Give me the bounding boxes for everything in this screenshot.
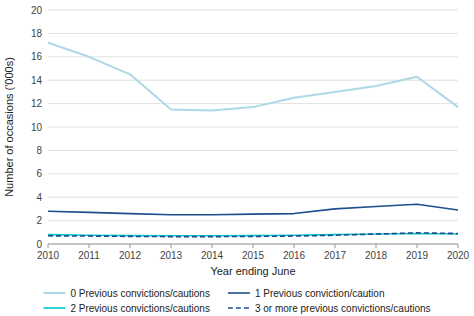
- legend-swatch: [228, 292, 250, 294]
- x-axis-label: Year ending June: [210, 265, 295, 277]
- x-tick: [171, 244, 172, 248]
- legend: 0 Previous convictions/cautions 1 Previou…: [43, 288, 430, 314]
- grid-line: [48, 33, 458, 34]
- x-tick: [212, 244, 213, 248]
- x-tick-label: 2013: [160, 250, 183, 261]
- series-line: [48, 43, 458, 111]
- x-tick: [89, 244, 90, 248]
- x-tick-label: 2011: [78, 250, 100, 261]
- x-tick: [294, 244, 295, 248]
- y-tick-label: 14: [31, 75, 43, 86]
- legend-item: 0 Previous convictions/cautions: [43, 288, 210, 299]
- legend-item: 2 Previous convictions/cautions: [43, 303, 210, 314]
- x-tick: [458, 244, 459, 248]
- grid-line: [48, 220, 458, 221]
- y-tick-label: 12: [31, 98, 43, 109]
- legend-swatch: [228, 307, 250, 309]
- legend-label: 1 Previous conviction/caution: [255, 288, 385, 299]
- x-tick: [130, 244, 131, 248]
- x-tick-label: 2010: [37, 250, 60, 261]
- y-tick-label: 4: [36, 192, 42, 203]
- series-line: [48, 204, 458, 215]
- x-tick-label: 2016: [283, 250, 306, 261]
- y-tick-label: 18: [31, 28, 43, 39]
- grid-line: [48, 56, 458, 57]
- x-tick-label: 2014: [201, 250, 224, 261]
- grid-line: [48, 127, 458, 128]
- series-line: [48, 233, 458, 237]
- y-tick-label: 0: [36, 239, 42, 250]
- x-tick-label: 2012: [119, 250, 142, 261]
- legend-label: 2 Previous convictions/cautions: [70, 303, 210, 314]
- legend-item: 1 Previous conviction/caution: [228, 288, 385, 299]
- x-tick-label: 2020: [447, 250, 470, 261]
- legend-label: 3 or more previous convictions/cautions: [255, 303, 431, 314]
- y-axis-label: Number of occasions ('000s): [3, 57, 15, 197]
- x-tick: [335, 244, 336, 248]
- y-tick-label: 2: [36, 215, 42, 226]
- legend-label: 0 Previous convictions/cautions: [70, 288, 210, 299]
- grid-line: [48, 197, 458, 198]
- grid-line: [48, 103, 458, 104]
- y-tick-label: 6: [36, 168, 42, 179]
- grid-line: [48, 173, 458, 174]
- chart: 0 2 4 6 8 10 12 14 16 18 20 2010 2011 2012 2013 2014 201…: [0, 0, 474, 316]
- x-tick-label: 2015: [242, 250, 265, 261]
- y-tick-label: 16: [31, 51, 43, 62]
- grid-line: [48, 10, 458, 11]
- grid-line: [48, 150, 458, 151]
- x-tick: [417, 244, 418, 248]
- legend-swatch: [43, 292, 65, 294]
- x-tick-label: 2018: [365, 250, 388, 261]
- legend-item: 3 or more previous convictions/cautions: [228, 303, 431, 314]
- y-tick-label: 20: [31, 5, 43, 16]
- x-tick-label: 2019: [406, 250, 429, 261]
- x-tick: [253, 244, 254, 248]
- y-tick-label: 8: [36, 145, 42, 156]
- series-line: [48, 233, 458, 235]
- y-tick-label: 10: [31, 122, 43, 133]
- lines: [48, 43, 458, 237]
- legend-swatch: [43, 307, 65, 309]
- x-tick: [48, 244, 49, 248]
- grid: [48, 10, 458, 244]
- x-tick-label: 2017: [324, 250, 347, 261]
- x-tick: [376, 244, 377, 248]
